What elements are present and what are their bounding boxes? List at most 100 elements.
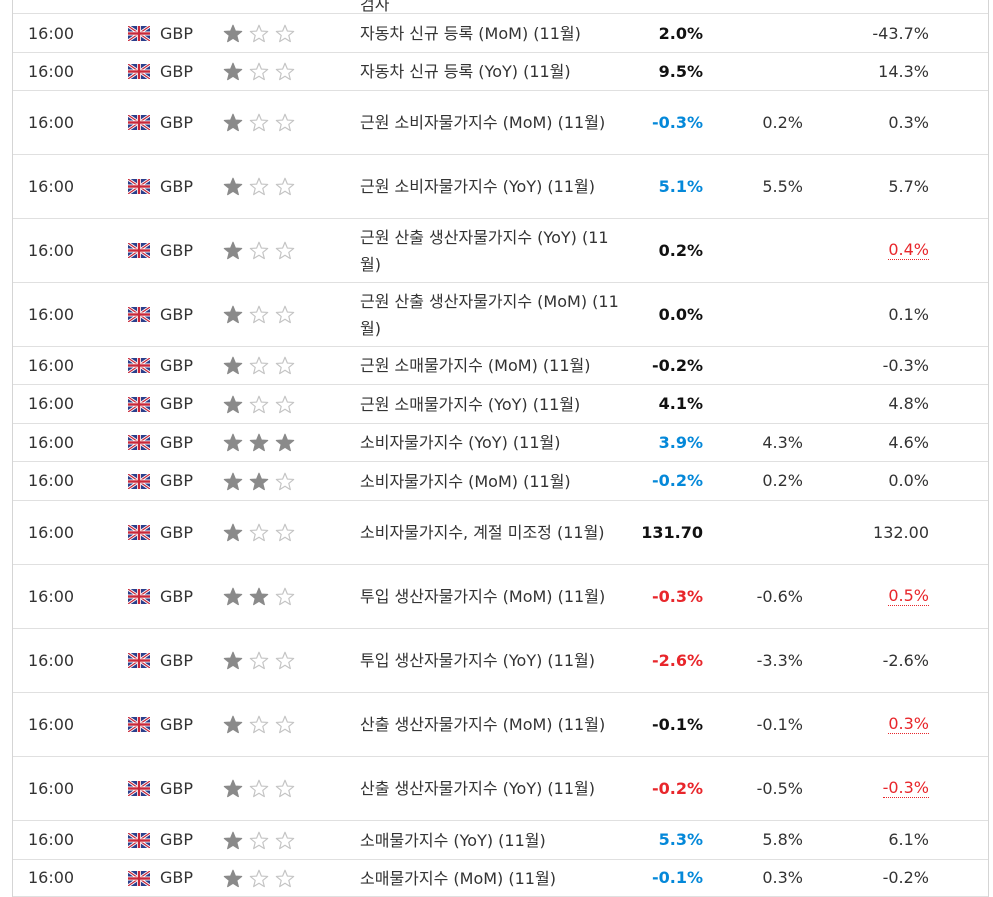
table-row[interactable]: 16:00 GBP 자동차 신규 등록 (YoY) (11월) 9.5% 14.… bbox=[13, 53, 988, 91]
table-row[interactable]: 16:00 GBP 근원 소매물가지수 (MoM) (11월) -0.2% -0… bbox=[13, 347, 988, 385]
event-name-link[interactable]: 근원 소비자물가지수 (YoY) (11월) bbox=[360, 155, 628, 218]
previous-value: 0.1% bbox=[839, 283, 929, 346]
uk-flag-icon bbox=[128, 424, 152, 461]
importance-stars bbox=[223, 53, 303, 90]
star-empty-icon bbox=[275, 869, 295, 888]
currency-code: GBP bbox=[160, 586, 194, 606]
event-name-link[interactable]: 근원 소매물가지수 (MoM) (11월) bbox=[360, 347, 628, 384]
event-time: 16:00 bbox=[28, 778, 75, 798]
star-empty-icon bbox=[275, 24, 295, 43]
previous-value: 132.00 bbox=[839, 501, 929, 564]
event-name[interactable]: 자동차 신규 등록 (YoY) (11월) bbox=[360, 62, 571, 81]
event-name[interactable]: 소비자물가지수 (MoM) (11월) bbox=[360, 471, 571, 491]
event-name-link[interactable]: 자동차 신규 등록 (YoY) (11월) bbox=[360, 53, 628, 90]
event-name[interactable]: 근원 소비자물가지수 (MoM) (11월) bbox=[360, 113, 606, 132]
event-name-link[interactable]: 자동차 신규 등록 (MoM) (11월) bbox=[360, 15, 628, 52]
previous-value: 6.1% bbox=[839, 821, 929, 859]
event-name[interactable]: 근원 소매물가지수 (MoM) (11월) bbox=[360, 356, 591, 375]
star-filled-icon bbox=[223, 831, 243, 850]
previous-value-text: -43.7% bbox=[872, 23, 929, 43]
uk-flag-icon bbox=[128, 629, 152, 692]
uk-flag-icon bbox=[128, 385, 152, 423]
star-empty-icon bbox=[249, 356, 269, 375]
star-empty-icon bbox=[249, 113, 269, 132]
event-name-link[interactable]: 소매물가지수 (YoY) (11월) bbox=[360, 821, 628, 859]
event-name-link[interactable]: 소비자물가지수, 계절 미조정 (11월) bbox=[360, 501, 628, 564]
table-row[interactable]: 16:00 GBP 소매물가지수 (MoM) (11월) -0.1% 0.3% … bbox=[13, 860, 988, 897]
previous-value: -2.6% bbox=[839, 629, 929, 692]
table-row[interactable]: 16:00 GBP 소비자물가지수, 계절 미조정 (11월) 131.70 1… bbox=[13, 501, 988, 565]
event-name[interactable]: 소매물가지수 (MoM) (11월) bbox=[360, 868, 556, 888]
event-name[interactable]: 산출 생산자물가지수 (YoY) (11월) bbox=[360, 779, 595, 798]
table-row[interactable]: 16:00 GBP 근원 소비자물가지수 (YoY) (11월) 5.1% 5.… bbox=[13, 155, 988, 219]
event-time: 16:00 bbox=[28, 304, 75, 324]
table-row[interactable]: 16:00 GBP 소매물가지수 (YoY) (11월) 5.3% 5.8% 6… bbox=[13, 821, 988, 860]
event-name[interactable]: 투입 생산자물가지수 (YoY) (11월) bbox=[360, 651, 595, 670]
importance-stars bbox=[223, 462, 303, 500]
event-name[interactable]: 근원 산출 생산자물가지수 (MoM) (11월) bbox=[360, 291, 619, 338]
event-name-link[interactable]: 근원 산출 생산자물가지수 (YoY) (11월) bbox=[360, 219, 628, 282]
table-row[interactable]: 16:00 GBP 산출 생산자물가지수 (MoM) (11월) -0.1% -… bbox=[13, 693, 988, 757]
previous-value: 4.6% bbox=[839, 424, 929, 461]
table-row[interactable]: 16:00 GBP 근원 산출 생산자물가지수 (MoM) (11월) 0.0%… bbox=[13, 283, 988, 347]
uk-flag-icon bbox=[128, 860, 152, 896]
previous-value[interactable]: 0.3% bbox=[839, 693, 929, 756]
table-row[interactable]: 16:00 GBP 투입 생산자물가지수 (MoM) (11월) -0.3% -… bbox=[13, 565, 988, 629]
event-name-link[interactable]: 근원 소비자물가지수 (MoM) (11월) bbox=[360, 91, 628, 154]
uk-flag-icon bbox=[128, 821, 152, 859]
forecast-value: -0.1% bbox=[756, 714, 803, 734]
previous-value: 5.7% bbox=[839, 155, 929, 218]
event-time: 16:00 bbox=[28, 23, 75, 43]
event-name-link[interactable]: 근원 소매물가지수 (YoY) (11월) bbox=[360, 385, 628, 423]
event-name[interactable]: 자동차 신규 등록 (MoM) (11월) bbox=[360, 24, 581, 43]
event-name[interactable]: 소매물가지수 (YoY) (11월) bbox=[360, 830, 546, 850]
event-name-link[interactable]: 투입 생산자물가지수 (YoY) (11월) bbox=[360, 629, 628, 692]
uk-flag-icon bbox=[128, 53, 152, 90]
table-row[interactable]: 16:00 GBP 산출 생산자물가지수 (YoY) (11월) -0.2% -… bbox=[13, 757, 988, 821]
importance-stars bbox=[223, 693, 303, 756]
event-name[interactable]: 소비자물가지수, 계절 미조정 (11월) bbox=[360, 523, 605, 542]
previous-value-text: 0.4% bbox=[888, 240, 929, 260]
event-name[interactable]: 근원 소비자물가지수 (YoY) (11월) bbox=[360, 177, 595, 196]
event-name[interactable]: 투입 생산자물가지수 (MoM) (11월) bbox=[360, 587, 606, 606]
event-time: 16:00 bbox=[28, 432, 75, 452]
table-row[interactable]: 16:00 GBP 소비자물가지수 (YoY) (11월) 3.9% 4.3% … bbox=[13, 424, 988, 462]
table-row[interactable]: 16:00 GBP 투입 생산자물가지수 (YoY) (11월) -2.6% -… bbox=[13, 629, 988, 693]
previous-value[interactable]: -0.3% bbox=[839, 757, 929, 820]
star-empty-icon bbox=[249, 177, 269, 196]
star-empty-icon bbox=[275, 651, 295, 670]
forecast-value: -0.6% bbox=[756, 586, 803, 606]
event-name-link[interactable]: 소비자물가지수 (YoY) (11월) bbox=[360, 424, 628, 461]
event-name-link[interactable]: 근원 산출 생산자물가지수 (MoM) (11월) bbox=[360, 283, 628, 346]
event-name-link[interactable]: 산출 생산자물가지수 (MoM) (11월) bbox=[360, 693, 628, 756]
event-name-link[interactable]: 산출 생산자물가지수 (YoY) (11월) bbox=[360, 757, 628, 820]
star-empty-icon bbox=[275, 831, 295, 850]
previous-value-text: 0.3% bbox=[888, 714, 929, 734]
currency-code: GBP bbox=[160, 240, 194, 260]
actual-value: -0.2% bbox=[651, 355, 703, 375]
event-name[interactable]: 소비자물가지수 (YoY) (11월) bbox=[360, 433, 561, 452]
star-filled-icon bbox=[223, 587, 243, 606]
event-name-link[interactable]: 투입 생산자물가지수 (MoM) (11월) bbox=[360, 565, 628, 628]
previous-value-text: 4.6% bbox=[888, 432, 929, 452]
forecast-value bbox=[713, 385, 803, 423]
event-name-link[interactable]: 소비자물가지수 (MoM) (11월) bbox=[360, 462, 628, 500]
previous-value[interactable]: 0.5% bbox=[839, 565, 929, 628]
event-name[interactable]: 근원 산출 생산자물가지수 (YoY) (11월) bbox=[360, 227, 609, 274]
forecast-value bbox=[713, 15, 803, 52]
table-row[interactable]: 16:00 GBP 근원 산출 생산자물가지수 (YoY) (11월) 0.2%… bbox=[13, 219, 988, 283]
previous-value-text: 0.3% bbox=[888, 112, 929, 132]
forecast-value bbox=[713, 347, 803, 384]
importance-stars bbox=[223, 860, 303, 896]
star-empty-icon bbox=[275, 472, 295, 491]
event-name-link[interactable]: 소매물가지수 (MoM) (11월) bbox=[360, 860, 628, 896]
previous-value: 4.8% bbox=[839, 385, 929, 423]
event-name[interactable]: 근원 소매물가지수 (YoY) (11월) bbox=[360, 394, 581, 414]
table-row[interactable]: 16:00 GBP 자동차 신규 등록 (MoM) (11월) 2.0% -43… bbox=[13, 15, 988, 53]
star-empty-icon bbox=[249, 523, 269, 542]
table-row[interactable]: 16:00 GBP 소비자물가지수 (MoM) (11월) -0.2% 0.2%… bbox=[13, 462, 988, 501]
table-row[interactable]: 16:00 GBP 근원 소비자물가지수 (MoM) (11월) -0.3% 0… bbox=[13, 91, 988, 155]
previous-value[interactable]: 0.4% bbox=[839, 219, 929, 282]
event-name[interactable]: 산출 생산자물가지수 (MoM) (11월) bbox=[360, 715, 606, 734]
table-row[interactable]: 16:00 GBP 근원 소매물가지수 (YoY) (11월) 4.1% 4.8… bbox=[13, 385, 988, 424]
